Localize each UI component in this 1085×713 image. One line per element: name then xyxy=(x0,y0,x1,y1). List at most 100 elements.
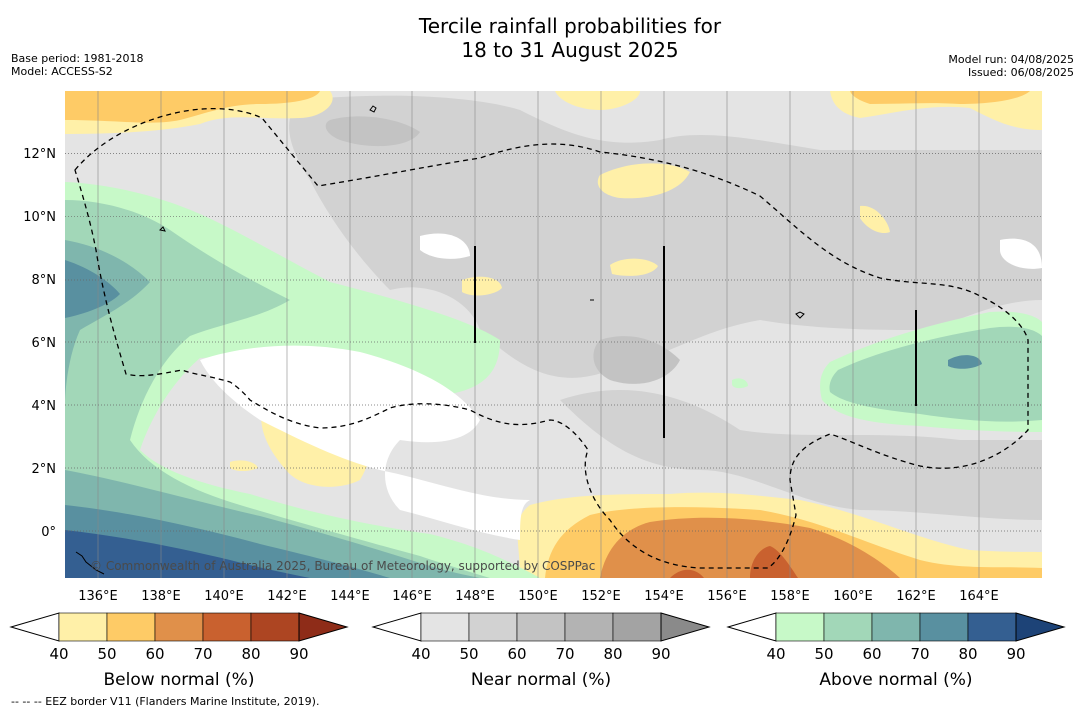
lon-label: 140°E xyxy=(204,589,244,604)
colorbar-extend-high xyxy=(1015,612,1066,642)
colorbar-swatch xyxy=(967,612,1017,642)
lon-label: 154°E xyxy=(644,589,684,604)
colorbar-label-above: Above normal (%) xyxy=(819,670,972,690)
colorbar-tick: 70 xyxy=(555,645,574,663)
lat-label: 2°N xyxy=(32,462,57,477)
colorbar-tick: 80 xyxy=(241,645,260,663)
colorbar-extend-low xyxy=(371,612,422,642)
issued-date: Issued: 06/08/2025 xyxy=(967,66,1074,79)
copyright-notice: © Commonwealth of Australia 2025, Bureau… xyxy=(90,559,595,573)
colorbar-tick: 70 xyxy=(910,645,929,663)
colorbar-swatch xyxy=(420,612,470,642)
below-normal-patch-small xyxy=(610,258,658,276)
colorbar-tick: 40 xyxy=(49,645,68,663)
lon-label: 156°E xyxy=(707,589,747,604)
colorbar-tick: 60 xyxy=(862,645,881,663)
colorbar-swatch xyxy=(823,612,873,642)
colorbar-tick: 90 xyxy=(651,645,670,663)
longitude-labels: 136°E 138°E 140°E 142°E 144°E 146°E 148°… xyxy=(78,589,999,604)
model-info: Base period: 1981-2018 Model: ACCESS-S2 xyxy=(11,52,143,78)
lat-label: 12°N xyxy=(23,147,56,162)
model-run-date: Model run: 04/08/2025 xyxy=(948,53,1074,66)
lon-label: 164°E xyxy=(959,589,999,604)
below-normal-ne-band-50 xyxy=(850,91,1030,104)
islands xyxy=(75,105,805,575)
colorbar-extend-low xyxy=(726,612,777,642)
latitude-labels: 12°N 10°N 8°N 6°N 4°N 2°N 0° xyxy=(23,147,56,540)
lon-label: 160°E xyxy=(833,589,873,604)
run-info: Model run: 04/08/2025 Issued: 06/08/2025 xyxy=(948,53,1074,79)
colorbar-swatch xyxy=(516,612,566,642)
near-normal-60-patch xyxy=(593,336,680,384)
lon-label: 150°E xyxy=(518,589,558,604)
near-normal-50-region xyxy=(289,95,1042,378)
lat-label: 0° xyxy=(41,525,56,540)
colorbar-extend-low xyxy=(9,612,60,642)
no-dominant-patch-2 xyxy=(1000,238,1042,269)
below-normal-patch-central xyxy=(597,163,690,199)
below-normal-south-band-60 xyxy=(600,517,900,578)
colorbar-tick: 60 xyxy=(145,645,164,663)
below-normal-south-band-70 xyxy=(750,546,798,578)
below-normal-north-band-50 xyxy=(65,91,320,123)
lat-label: 10°N xyxy=(23,210,56,225)
colorbar-swatch xyxy=(871,612,921,642)
colorbar-tick: 60 xyxy=(507,645,526,663)
above-normal-east-50 xyxy=(829,326,1042,422)
colorbar-swatch xyxy=(58,612,108,642)
meridian-lines xyxy=(97,91,980,578)
lon-label: 144°E xyxy=(330,589,370,604)
lon-label: 138°E xyxy=(141,589,181,604)
colorbar-swatch xyxy=(106,612,156,642)
colorbar-swatch xyxy=(250,612,300,642)
lat-label: 8°N xyxy=(32,273,57,288)
colorbar-tick: 70 xyxy=(193,645,212,663)
model-name: Model: ACCESS-S2 xyxy=(11,65,113,78)
eez-border xyxy=(74,107,1029,569)
map-title: Tercile rainfall probabilities for 18 to… xyxy=(0,14,1085,62)
colorbar-below-normal: 40 50 60 70 80 90 Below normal (%) xyxy=(9,612,349,690)
near-normal-60-patch-2 xyxy=(325,116,420,147)
colorbar-label-below: Below normal (%) xyxy=(104,670,255,690)
colorbar-swatch xyxy=(202,612,252,642)
eez-footnote: -- -- -- EEZ border V11 (Flanders Marine… xyxy=(11,695,320,708)
lon-label: 148°E xyxy=(455,589,495,604)
above-normal-west-50 xyxy=(65,200,490,578)
colorbar-tick: 50 xyxy=(459,645,478,663)
lat-label: 4°N xyxy=(32,399,57,414)
colorbar-extend-high xyxy=(298,612,349,642)
colorbar-tick: 90 xyxy=(289,645,308,663)
colorbar-swatch xyxy=(154,612,204,642)
colorbar-tick: 50 xyxy=(97,645,116,663)
lon-label: 152°E xyxy=(581,589,621,604)
colorbar-swatch xyxy=(775,612,825,642)
colorbar-tick: 40 xyxy=(766,645,785,663)
colorbar-tick: 80 xyxy=(603,645,622,663)
colorbar-above-normal: 40 50 60 70 80 90 Above normal (%) xyxy=(726,612,1066,690)
title-line-1: Tercile rainfall probabilities for xyxy=(418,14,722,38)
above-normal-west-80 xyxy=(65,530,310,578)
colorbar-swatch xyxy=(919,612,969,642)
colorbar-near-normal: 40 50 60 70 80 90 Near normal (%) xyxy=(371,612,711,690)
lat-label: 6°N xyxy=(32,336,57,351)
title-line-2: 18 to 31 August 2025 xyxy=(461,38,679,62)
lon-label: 136°E xyxy=(78,589,118,604)
colorbar-swatch xyxy=(612,612,662,642)
colorbar-tick: 90 xyxy=(1006,645,1025,663)
above-normal-east-60 xyxy=(948,355,982,369)
lon-label: 142°E xyxy=(267,589,307,604)
lon-label: 158°E xyxy=(770,589,810,604)
colorbar-swatch xyxy=(564,612,614,642)
colorbar-tick: 80 xyxy=(958,645,977,663)
below-normal-patch-east xyxy=(860,205,890,234)
grid-lines xyxy=(65,153,1042,532)
below-normal-south-band-70b xyxy=(670,569,704,578)
base-period: Base period: 1981-2018 xyxy=(11,52,144,65)
no-dominant-patch xyxy=(420,233,470,259)
lon-label: 162°E xyxy=(896,589,936,604)
below-normal-top-centre xyxy=(555,91,640,110)
below-normal-patch-pohnpei xyxy=(462,276,502,296)
colorbar-extend-high xyxy=(660,612,711,642)
colorbar-swatch xyxy=(468,612,518,642)
